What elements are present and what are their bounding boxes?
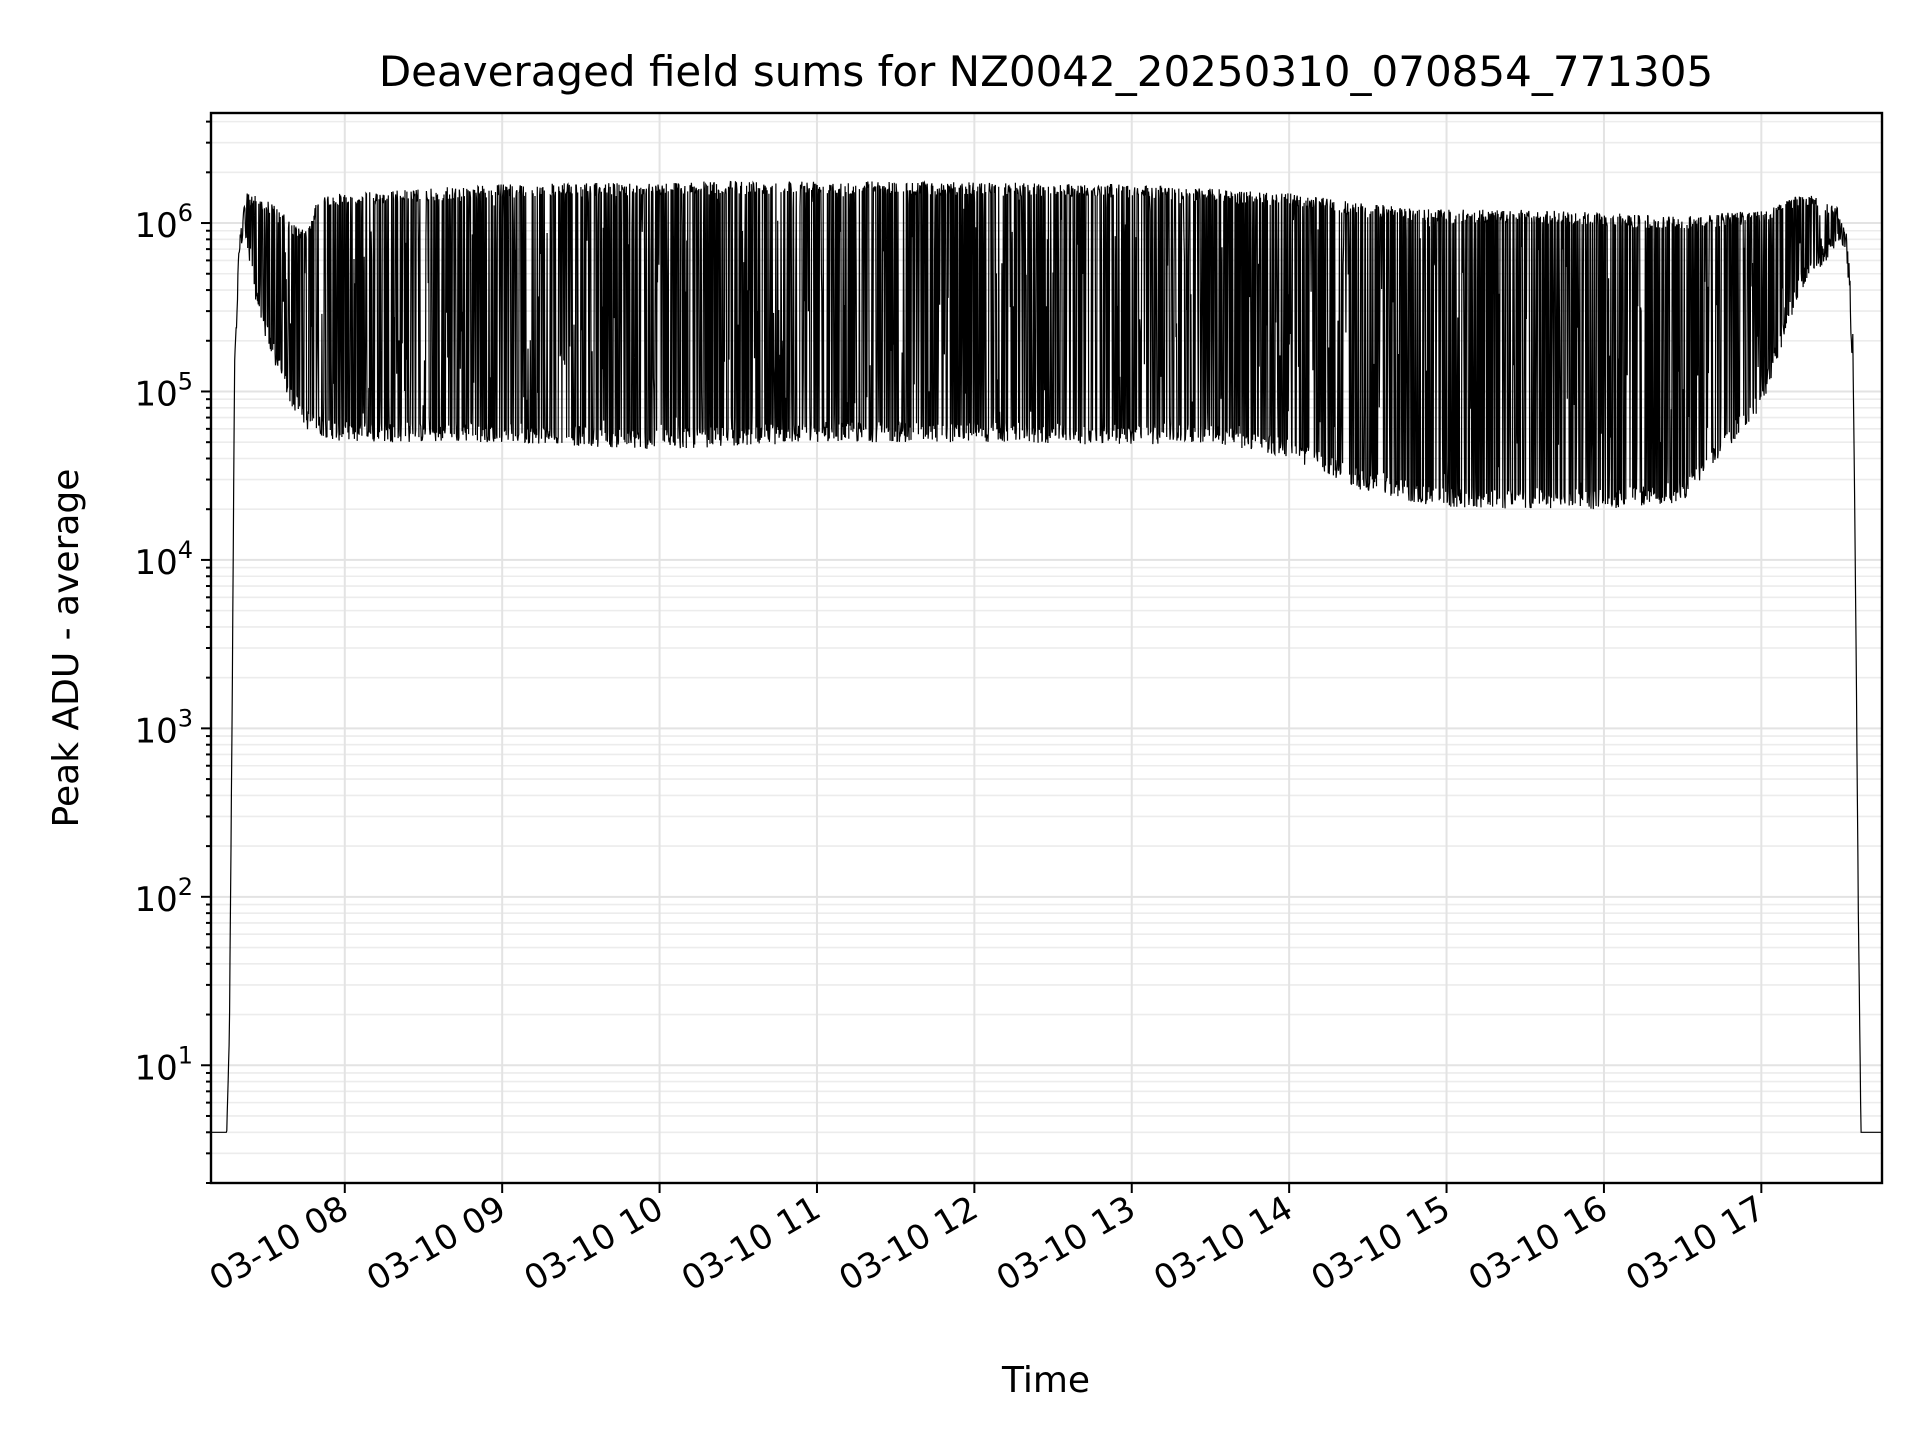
x-axis-label: Time: [1001, 1360, 1090, 1401]
y-tick-label: 103: [134, 704, 193, 751]
y-tick-label: 106: [134, 199, 193, 246]
y-tick-label: 101: [134, 1041, 193, 1088]
series-line: [211, 180, 1882, 1133]
y-tick-label: 105: [134, 367, 193, 414]
y-axis-label: Peak ADU - average: [46, 469, 87, 828]
series-layer: [211, 180, 1882, 1133]
chart-title: Deaveraged field sums for NZ0042_2025031…: [379, 47, 1713, 96]
y-tick-label: 102: [134, 873, 193, 920]
y-tick-label: 104: [134, 536, 193, 583]
